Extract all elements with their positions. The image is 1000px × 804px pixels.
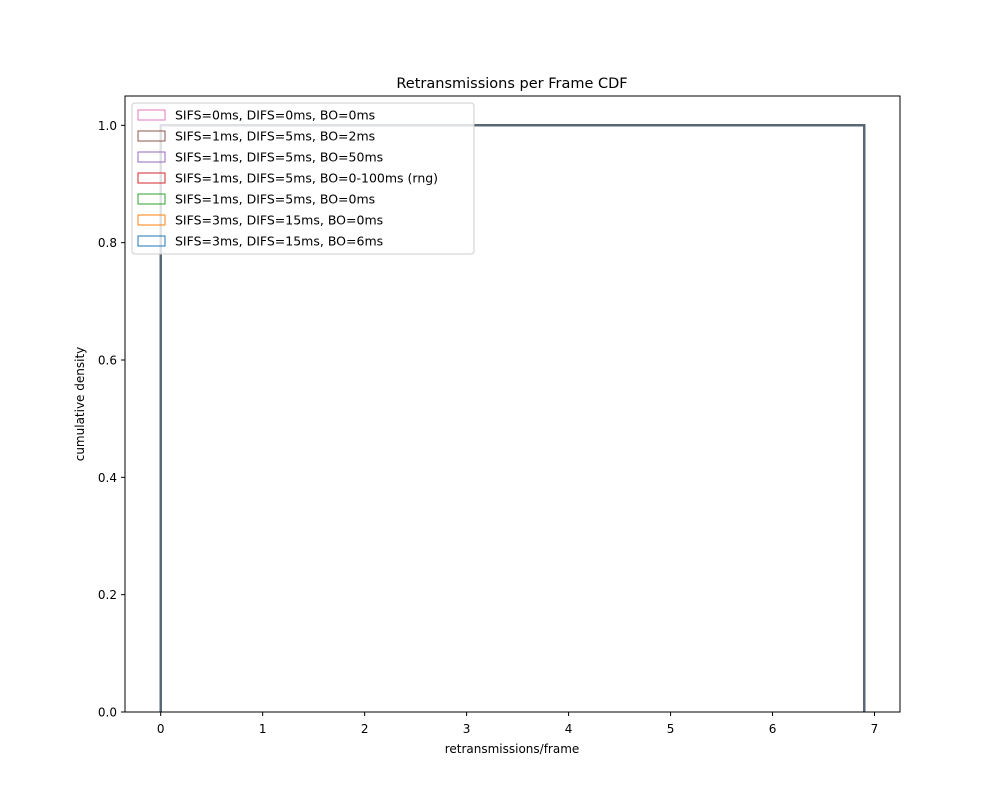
legend-swatch-0 — [137, 109, 166, 121]
chart-title: Retransmissions per Frame CDF — [396, 76, 627, 92]
legend-label-5: SIFS=3ms, DIFS=15ms, BO=0ms — [175, 213, 383, 228]
legend-swatch-3 — [137, 172, 166, 184]
x-axis-label: retransmissions/frame — [445, 742, 580, 756]
x-tick-label-0: 0 — [157, 722, 165, 736]
y-tick-label-1: 0.2 — [98, 588, 117, 602]
legend-label-0: SIFS=0ms, DIFS=0ms, BO=0ms — [175, 108, 375, 123]
axes-frame — [124, 95, 901, 713]
legend-swatch-5 — [137, 214, 166, 226]
legend-swatch-6 — [137, 235, 166, 247]
x-tick-label-1: 1 — [259, 722, 267, 736]
y-tick-label-3: 0.6 — [98, 354, 117, 368]
x-tick-label-6: 6 — [769, 722, 777, 736]
legend-label-6: SIFS=3ms, DIFS=15ms, BO=6ms — [175, 234, 383, 249]
legend-label-2: SIFS=1ms, DIFS=5ms, BO=50ms — [175, 150, 383, 165]
axis-ticks: 0 1 2 3 4 5 6 7 0.0 0.2 0.4 0.6 0.8 1.0 — [98, 119, 878, 736]
legend-swatch-1 — [137, 130, 166, 142]
x-tick-label-4: 4 — [565, 722, 573, 736]
legend-label-4: SIFS=1ms, DIFS=5ms, BO=0ms — [175, 192, 375, 207]
plot-area — [124, 95, 901, 713]
y-tick-label-0: 0.0 — [98, 706, 117, 720]
y-tick-label-2: 0.4 — [98, 471, 117, 485]
legend-swatch-4 — [137, 193, 166, 205]
x-tick-label-7: 7 — [871, 722, 879, 736]
series-overlap-line — [159, 124, 866, 712]
legend-box — [131, 102, 475, 255]
y-tick-label-5: 1.0 — [98, 119, 117, 133]
x-tick-label-2: 2 — [361, 722, 369, 736]
y-tick-label-4: 0.8 — [98, 236, 117, 250]
legend-label-1: SIFS=1ms, DIFS=5ms, BO=2ms — [175, 129, 375, 144]
x-tick-label-5: 5 — [667, 722, 675, 736]
x-tick-label-3: 3 — [463, 722, 471, 736]
y-axis-label: cumulative density — [73, 347, 87, 462]
legend: SIFS=0ms, DIFS=0ms, BO=0ms SIFS=1ms, DIFS… — [131, 102, 475, 255]
legend-label-3: SIFS=1ms, DIFS=5ms, BO=0-100ms (rng) — [175, 171, 438, 186]
legend-swatch-2 — [137, 151, 166, 163]
